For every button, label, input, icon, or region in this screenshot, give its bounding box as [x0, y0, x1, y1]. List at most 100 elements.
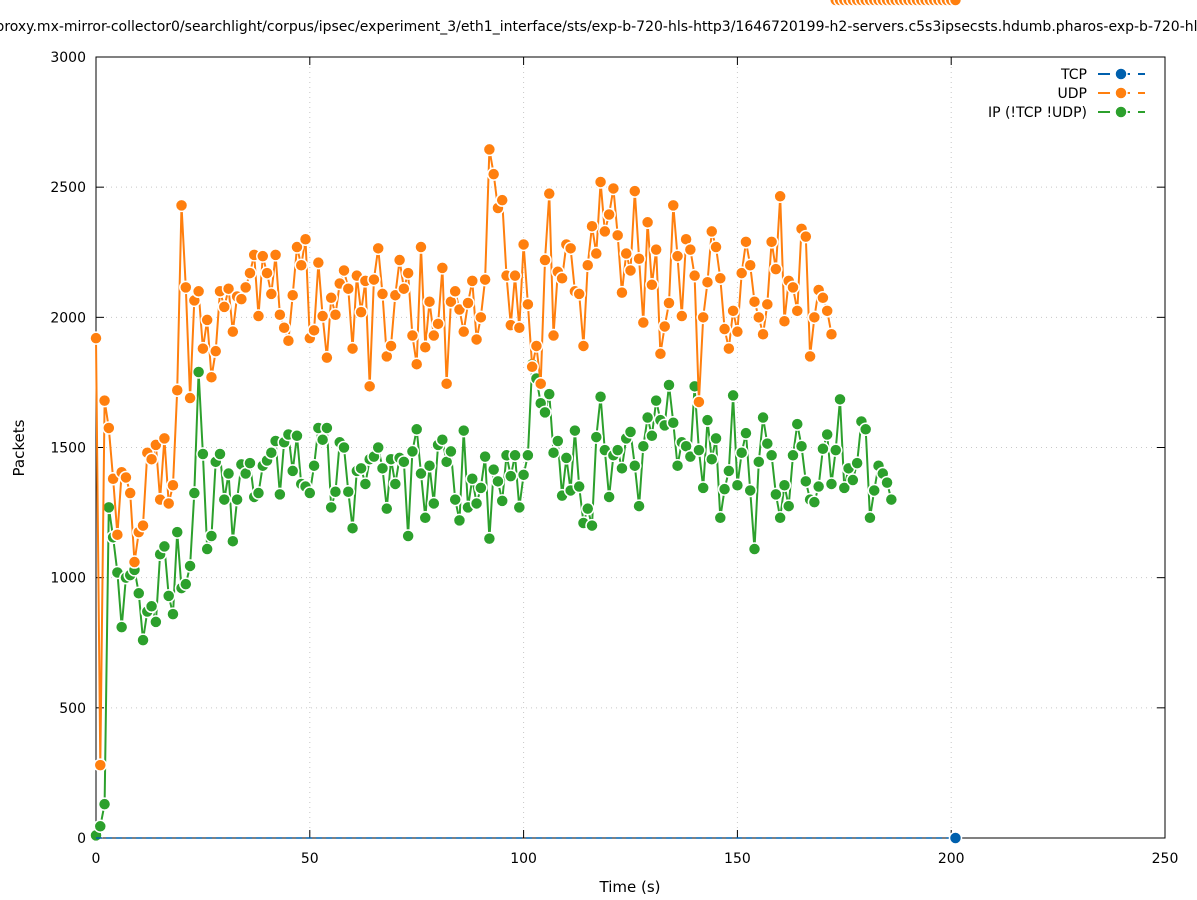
- data-point: [602, 207, 616, 222]
- data-point: [281, 334, 296, 348]
- data-point: [572, 287, 586, 301]
- data-point: [226, 324, 240, 339]
- data-point: [285, 288, 300, 302]
- y-tick-label: 2000: [50, 310, 86, 326]
- data-point: [260, 266, 274, 280]
- data-point: [328, 485, 343, 499]
- y-tick-label: 1500: [50, 441, 86, 457]
- data-point: [371, 440, 385, 455]
- legend-item: TCP: [1060, 67, 1145, 83]
- data-point: [285, 464, 300, 478]
- data-point: [846, 473, 860, 487]
- data-point: [559, 451, 574, 465]
- data-point: [726, 304, 740, 318]
- data-point: [504, 469, 518, 483]
- data-point: [811, 479, 826, 494]
- data-point: [277, 320, 291, 335]
- y-tick-label: 3000: [50, 50, 86, 66]
- series-line: [95, 363, 893, 836]
- data-point: [427, 496, 441, 511]
- data-point: [264, 287, 279, 301]
- data-point: [803, 349, 817, 364]
- x-tick-label: 150: [724, 851, 751, 867]
- data-point: [208, 344, 223, 358]
- data-point: [196, 341, 210, 356]
- series-ip-tcp-udp: [89, 0, 963, 843]
- data-point: [756, 327, 770, 342]
- data-point: [170, 525, 184, 539]
- data-point: [704, 452, 719, 466]
- data-point: [311, 255, 326, 270]
- legend-swatch-marker: [1114, 105, 1128, 119]
- x-tick-label: 250: [1152, 851, 1179, 867]
- data-point: [538, 253, 552, 267]
- legend-item: UDP: [1058, 86, 1145, 102]
- data-point: [251, 309, 266, 323]
- data-point: [161, 496, 176, 511]
- data-series: [89, 0, 963, 845]
- data-point: [273, 487, 287, 502]
- data-point: [666, 198, 681, 213]
- data-point: [315, 432, 330, 447]
- data-point: [521, 297, 535, 312]
- data-point: [572, 479, 586, 494]
- data-point: [290, 240, 304, 254]
- data-point: [820, 427, 834, 442]
- data-point: [243, 266, 257, 280]
- data-point: [726, 388, 740, 403]
- data-point: [636, 315, 651, 330]
- data-point: [380, 501, 394, 516]
- data-point: [632, 252, 646, 266]
- data-point: [820, 304, 834, 318]
- data-point: [555, 271, 569, 286]
- data-point: [114, 620, 129, 634]
- data-point: [495, 193, 509, 207]
- data-point: [251, 486, 266, 500]
- data-point: [863, 511, 877, 525]
- data-point: [213, 447, 227, 461]
- data-point: [602, 490, 616, 504]
- data-point: [700, 275, 715, 289]
- data-point: [93, 758, 108, 772]
- data-point: [747, 542, 762, 556]
- data-point: [764, 448, 779, 463]
- legend-label: TCP: [1060, 67, 1087, 83]
- y-tick-label: 0: [77, 831, 86, 847]
- data-point: [752, 455, 766, 469]
- data-point: [204, 370, 219, 384]
- data-point: [610, 228, 625, 243]
- data-point: [161, 589, 176, 603]
- data-point: [777, 314, 792, 328]
- legend-swatch-marker: [1114, 67, 1128, 81]
- data-point: [752, 310, 766, 325]
- x-axis-label: Time (s): [599, 878, 661, 896]
- data-point: [657, 319, 672, 334]
- data-point: [773, 189, 787, 204]
- data-point: [700, 413, 715, 427]
- x-tick-label: 0: [92, 851, 101, 867]
- data-point: [230, 492, 244, 507]
- data-point: [589, 430, 604, 444]
- data-point: [166, 607, 180, 621]
- data-point: [324, 291, 338, 305]
- data-point: [384, 339, 398, 353]
- data-point: [640, 215, 655, 230]
- data-point: [880, 475, 894, 490]
- data-point: [580, 258, 595, 273]
- data-point: [422, 458, 437, 473]
- data-point: [756, 410, 770, 425]
- data-point: [807, 495, 822, 509]
- data-point: [469, 332, 484, 347]
- data-point: [683, 242, 698, 257]
- data-point: [217, 492, 232, 507]
- data-point: [739, 426, 753, 440]
- data-point: [687, 268, 702, 283]
- data-point: [409, 422, 424, 437]
- data-point: [183, 391, 197, 405]
- data-point: [529, 339, 544, 353]
- data-point: [585, 518, 599, 533]
- data-point: [392, 253, 407, 267]
- data-point: [666, 416, 681, 430]
- data-point: [465, 274, 480, 288]
- data-point: [576, 339, 591, 353]
